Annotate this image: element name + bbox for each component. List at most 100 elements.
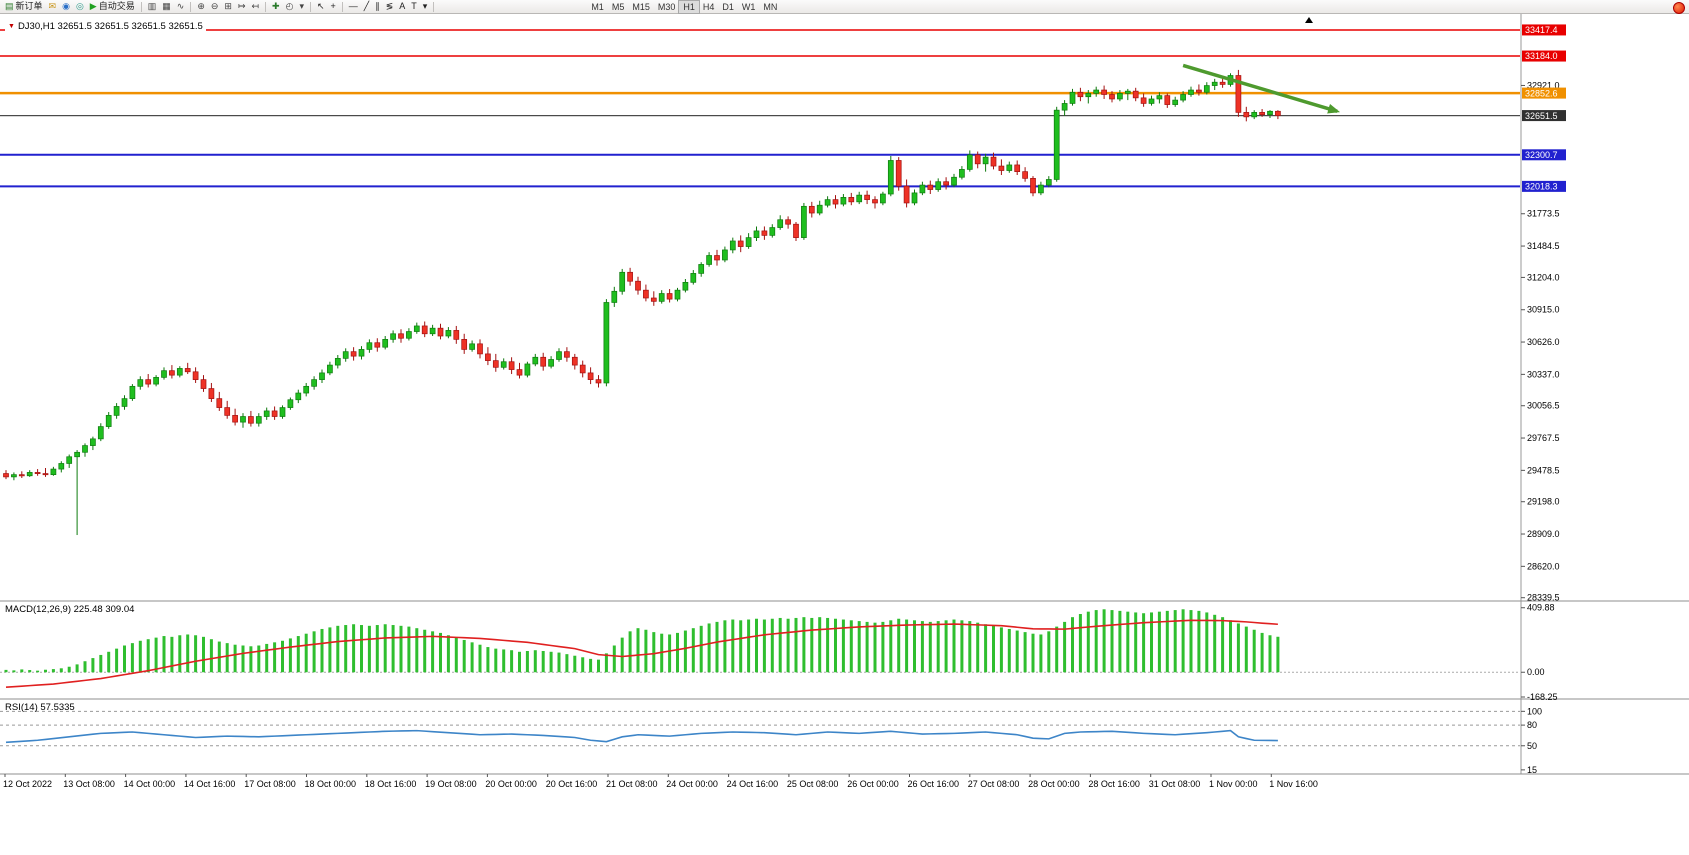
price-tick-label: 30056.5 [1527,401,1560,411]
candle [11,474,17,478]
candle [319,372,325,380]
price-badge-32300.7 [1522,149,1566,161]
timeframe-m5[interactable]: M5 [611,1,625,12]
price-badge-33417.4 [1522,24,1566,36]
alert-icon[interactable] [1673,2,1685,14]
price-badge-label: 32018.3 [1525,182,1558,192]
shapes-tool-icon: ▾ [422,1,428,11]
text-tool-button[interactable]: A [396,1,408,13]
candle [429,327,436,335]
chat-button[interactable]: ✉ [46,1,60,13]
trend-arrow-annotation[interactable] [1182,63,1341,114]
channel-tool-icon: ∥ [375,1,380,11]
crosshair-button[interactable]: + [328,1,339,13]
candle [1203,85,1210,93]
candle [745,237,752,247]
timeframe-h1[interactable]: H1 [678,0,700,14]
time-tick-label: 14 Oct 00:00 [124,779,176,789]
macd-axis-label: 0.00 [1527,667,1545,677]
trendline-tool-button[interactable]: ╱ [361,1,372,13]
zoom-out-button[interactable]: ⊖ [208,1,222,13]
candle [816,204,823,214]
timeframe-d1[interactable]: D1 [722,1,734,12]
candlestick-chart-button[interactable]: ▦ [159,1,174,13]
chart-shift-button[interactable]: ↤ [249,1,263,13]
line-chart-icon: ∿ [176,1,185,11]
candle [998,165,1005,171]
timeframe-h4[interactable]: H4 [702,1,715,12]
label-tool-button[interactable]: T [408,1,420,13]
timeframe-m15[interactable]: M15 [632,1,650,12]
time-tick-label: 27 Oct 08:00 [968,779,1020,789]
candle [1077,91,1084,98]
candle [26,472,33,477]
time-tick-label: 14 Oct 16:00 [184,779,236,789]
hline-tool-button[interactable]: — [346,1,361,13]
rsi-line [5,729,1278,744]
auto-trading-button[interactable]: ▶ 自动交易 [87,1,138,13]
candle [571,356,578,366]
candle [1014,164,1021,173]
time-tick-label: 1 Nov 16:00 [1269,779,1318,789]
candle [895,160,902,187]
time-tick-label: 26 Oct 00:00 [847,779,899,789]
time-axis[interactable]: 12 Oct 2022 13 Oct 08:00 14 Oct 00:00 14 Oc… [3,774,1318,789]
candle [1109,94,1115,100]
candle [935,181,942,190]
candle [801,205,807,238]
auto-trading-button-label: 自动交易 [98,1,135,11]
periods-button[interactable]: ◴ [283,1,297,13]
candle [516,369,523,376]
candle [477,343,483,355]
tile-windows-button[interactable]: ⊞ [221,1,235,13]
signal-button[interactable]: ◎ [73,1,87,13]
fibonacci-tool-button[interactable]: ≶ [383,1,397,13]
line-chart-button[interactable]: ∿ [174,1,188,13]
auto-scroll-button[interactable]: ↦ [235,1,249,13]
price-badge-32852.6 [1522,87,1566,99]
candle [311,379,317,387]
chat-icon: ✉ [48,1,57,11]
candle [966,154,973,170]
shapes-tool-button[interactable]: ▾ [420,1,431,13]
price-axis[interactable]: 32921.0 31773.5 31484.5 31204.0 30915.0 30626… [1520,14,1566,774]
candle [666,293,673,300]
chart-title: ▼ DJ30,H1 32651.5 32651.5 32651.5 32651.… [5,21,206,32]
bar-chart-button[interactable]: ▥ [145,1,160,13]
macd-label: MACD(12,26,9) 225.48 309.04 [5,604,135,615]
timeframe-w1[interactable]: W1 [741,1,756,12]
candle [603,302,610,384]
candle [880,193,886,204]
toolbar-separator [190,1,192,12]
time-tick-label: 18 Oct 00:00 [305,779,357,789]
timeframe-m1[interactable]: M1 [591,1,604,12]
time-tick-label: 26 Oct 16:00 [908,779,960,789]
rsi-axis-label: 100 [1527,706,1542,716]
candle [1132,90,1139,99]
candle [350,351,357,357]
timeframe-mn[interactable]: MN [763,1,778,12]
timeframe-m30[interactable]: M30 [657,1,676,12]
community-button[interactable]: ◉ [59,1,73,13]
templates-button[interactable]: ▾ [296,1,307,13]
community-icon: ◉ [62,1,70,11]
macd-axis-label: -168.25 [1527,692,1558,702]
cursor-button[interactable]: ↖ [314,1,328,13]
price-badge-32018.3 [1522,180,1566,192]
candle [769,227,776,236]
candle [587,372,594,380]
time-tick-label: 13 Oct 08:00 [63,779,115,789]
chart-area[interactable]: 32921.0 31773.5 31484.5 31204.0 30915.0 30626… [0,14,1689,855]
candle [287,399,294,408]
candle [374,342,381,348]
auto-scroll-icon: ↦ [237,1,246,11]
candle [3,473,9,478]
rsi-panel: 100 80 50 15 [0,706,1542,775]
candle [469,343,475,350]
indicators-button[interactable]: ✚ [269,1,283,13]
channel-tool-button[interactable]: ∥ [372,1,383,13]
candle [1022,171,1028,179]
new-order-button[interactable]: ▤ 新订单 [2,1,46,13]
candle [974,154,981,165]
zoom-in-button[interactable]: ⊕ [194,1,208,13]
